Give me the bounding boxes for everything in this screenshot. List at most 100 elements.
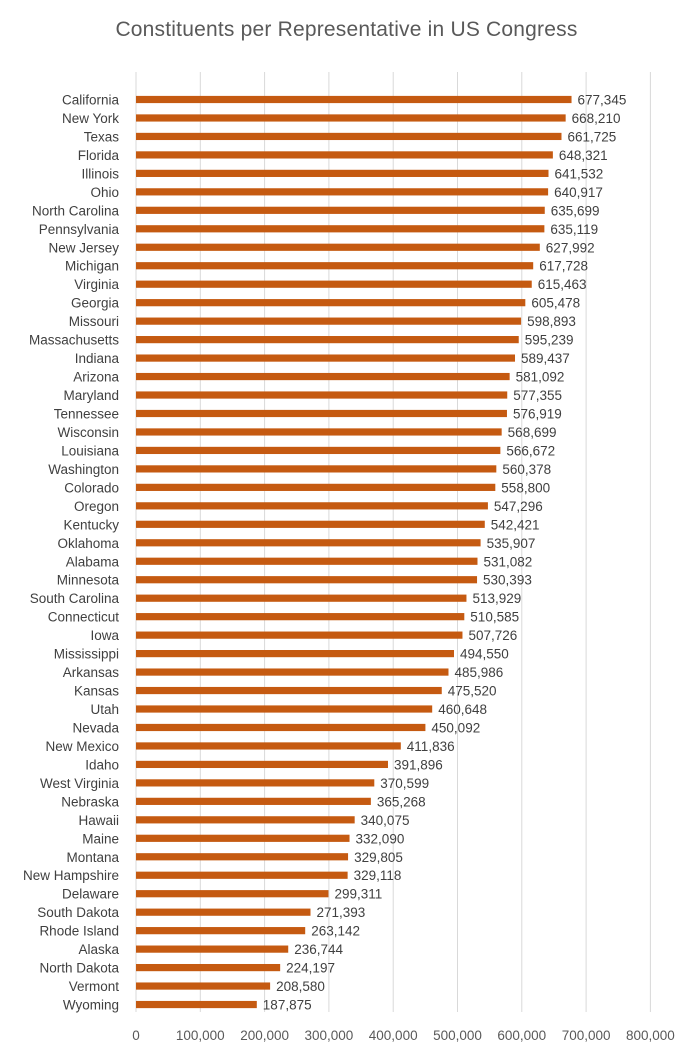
- x-tick-label: 200,000: [240, 1028, 289, 1043]
- data-label: 547,296: [494, 499, 543, 514]
- bar: [136, 557, 478, 565]
- category-label: Kansas: [74, 684, 119, 699]
- data-label: 370,599: [380, 776, 429, 791]
- bar: [136, 280, 532, 288]
- data-label: 485,986: [454, 665, 503, 680]
- data-label: 595,239: [525, 333, 574, 348]
- category-label: Tennessee: [54, 406, 119, 421]
- data-label: 411,836: [407, 739, 455, 754]
- bar: [136, 354, 516, 362]
- bar: [136, 1000, 257, 1009]
- bar: [136, 927, 306, 935]
- bar: [136, 963, 281, 972]
- x-tick-label: 800,000: [626, 1028, 675, 1043]
- data-label: 568,699: [508, 425, 557, 440]
- bar: [136, 446, 501, 455]
- data-label: 641,532: [555, 166, 604, 181]
- bar: [136, 631, 463, 639]
- category-labels: California New York Texas Florida Illinois Oh…: [23, 93, 120, 1013]
- bar: [136, 742, 401, 750]
- category-label: Iowa: [90, 628, 119, 643]
- category-label: Mississippi: [54, 647, 119, 662]
- data-label: 299,311: [334, 887, 382, 902]
- bar: [136, 576, 478, 584]
- data-label: 627,992: [546, 240, 595, 255]
- data-label: 530,393: [483, 573, 532, 588]
- data-label: 507,726: [468, 628, 517, 643]
- data-label: 581,092: [516, 370, 565, 385]
- category-label: Idaho: [85, 757, 119, 772]
- category-label: Arkansas: [63, 665, 120, 680]
- data-label: 340,075: [361, 813, 410, 828]
- category-label: South Carolina: [30, 591, 120, 606]
- x-axis-tick-labels: 0 100,000 200,000 300,000 400,000 500,000 600,…: [132, 1028, 675, 1043]
- category-label: Minnesota: [57, 573, 120, 588]
- data-label: 640,917: [554, 185, 603, 200]
- category-label: Wisconsin: [57, 425, 119, 440]
- category-label: Maryland: [63, 388, 119, 403]
- category-label: Hawaii: [78, 813, 119, 828]
- data-label: 677,345: [578, 93, 627, 108]
- category-label: North Dakota: [39, 961, 119, 976]
- bar: [136, 114, 566, 122]
- category-label: Indiana: [75, 351, 120, 366]
- x-tick-label: 400,000: [369, 1028, 418, 1043]
- bar: [136, 797, 371, 805]
- category-label: Alaska: [78, 942, 119, 957]
- x-tick-label: 300,000: [304, 1028, 353, 1043]
- data-label: 224,197: [286, 961, 335, 976]
- bar: [136, 243, 540, 251]
- bar: [136, 871, 348, 879]
- category-label: Alabama: [66, 554, 120, 569]
- bar: [136, 151, 553, 159]
- x-tick-label: 100,000: [176, 1028, 225, 1043]
- category-label: New Hampshire: [23, 868, 119, 883]
- category-label: Washington: [48, 462, 119, 477]
- bar: [136, 502, 488, 510]
- bar: [136, 262, 534, 270]
- data-label: 605,478: [531, 296, 580, 311]
- bar: [136, 853, 349, 861]
- category-label: Ohio: [90, 185, 119, 200]
- bar: [136, 705, 433, 713]
- data-label: 450,092: [431, 720, 480, 735]
- data-label: 208,580: [276, 979, 325, 994]
- bar: [136, 428, 502, 436]
- data-label: 391,896: [394, 757, 443, 772]
- data-label: 560,378: [502, 462, 551, 477]
- data-label: 635,119: [550, 222, 598, 237]
- data-label: 494,550: [460, 647, 509, 662]
- category-label: California: [62, 93, 120, 108]
- data-label: 589,437: [521, 351, 570, 366]
- bars: [136, 95, 572, 1009]
- data-label: 598,893: [527, 314, 576, 329]
- data-label: 510,585: [470, 610, 519, 625]
- category-label: Maine: [82, 831, 119, 846]
- category-label: Texas: [84, 129, 120, 144]
- category-label: Delaware: [62, 887, 119, 902]
- bar: [136, 668, 449, 676]
- bar: [136, 539, 481, 547]
- category-label: Kentucky: [63, 517, 119, 532]
- data-label: 460,648: [438, 702, 487, 717]
- data-label: 332,090: [356, 831, 405, 846]
- data-label: 271,393: [317, 905, 366, 920]
- bar: [136, 908, 311, 916]
- data-label: 648,321: [559, 148, 608, 163]
- bar: [136, 483, 496, 491]
- bar: [136, 594, 467, 602]
- data-label: 668,210: [572, 111, 621, 126]
- x-tick-label: 600,000: [497, 1028, 546, 1043]
- data-label: 566,672: [506, 443, 555, 458]
- category-label: Florida: [78, 148, 120, 163]
- bar: [136, 206, 545, 214]
- bar: [136, 650, 454, 658]
- bar: [136, 299, 526, 307]
- category-label: Nebraska: [61, 794, 119, 809]
- bar: [136, 372, 510, 381]
- bar: [136, 225, 545, 233]
- bar: [136, 945, 289, 953]
- category-label: Rhode Island: [39, 924, 119, 939]
- bar: [136, 391, 508, 399]
- data-label: 635,699: [551, 203, 600, 218]
